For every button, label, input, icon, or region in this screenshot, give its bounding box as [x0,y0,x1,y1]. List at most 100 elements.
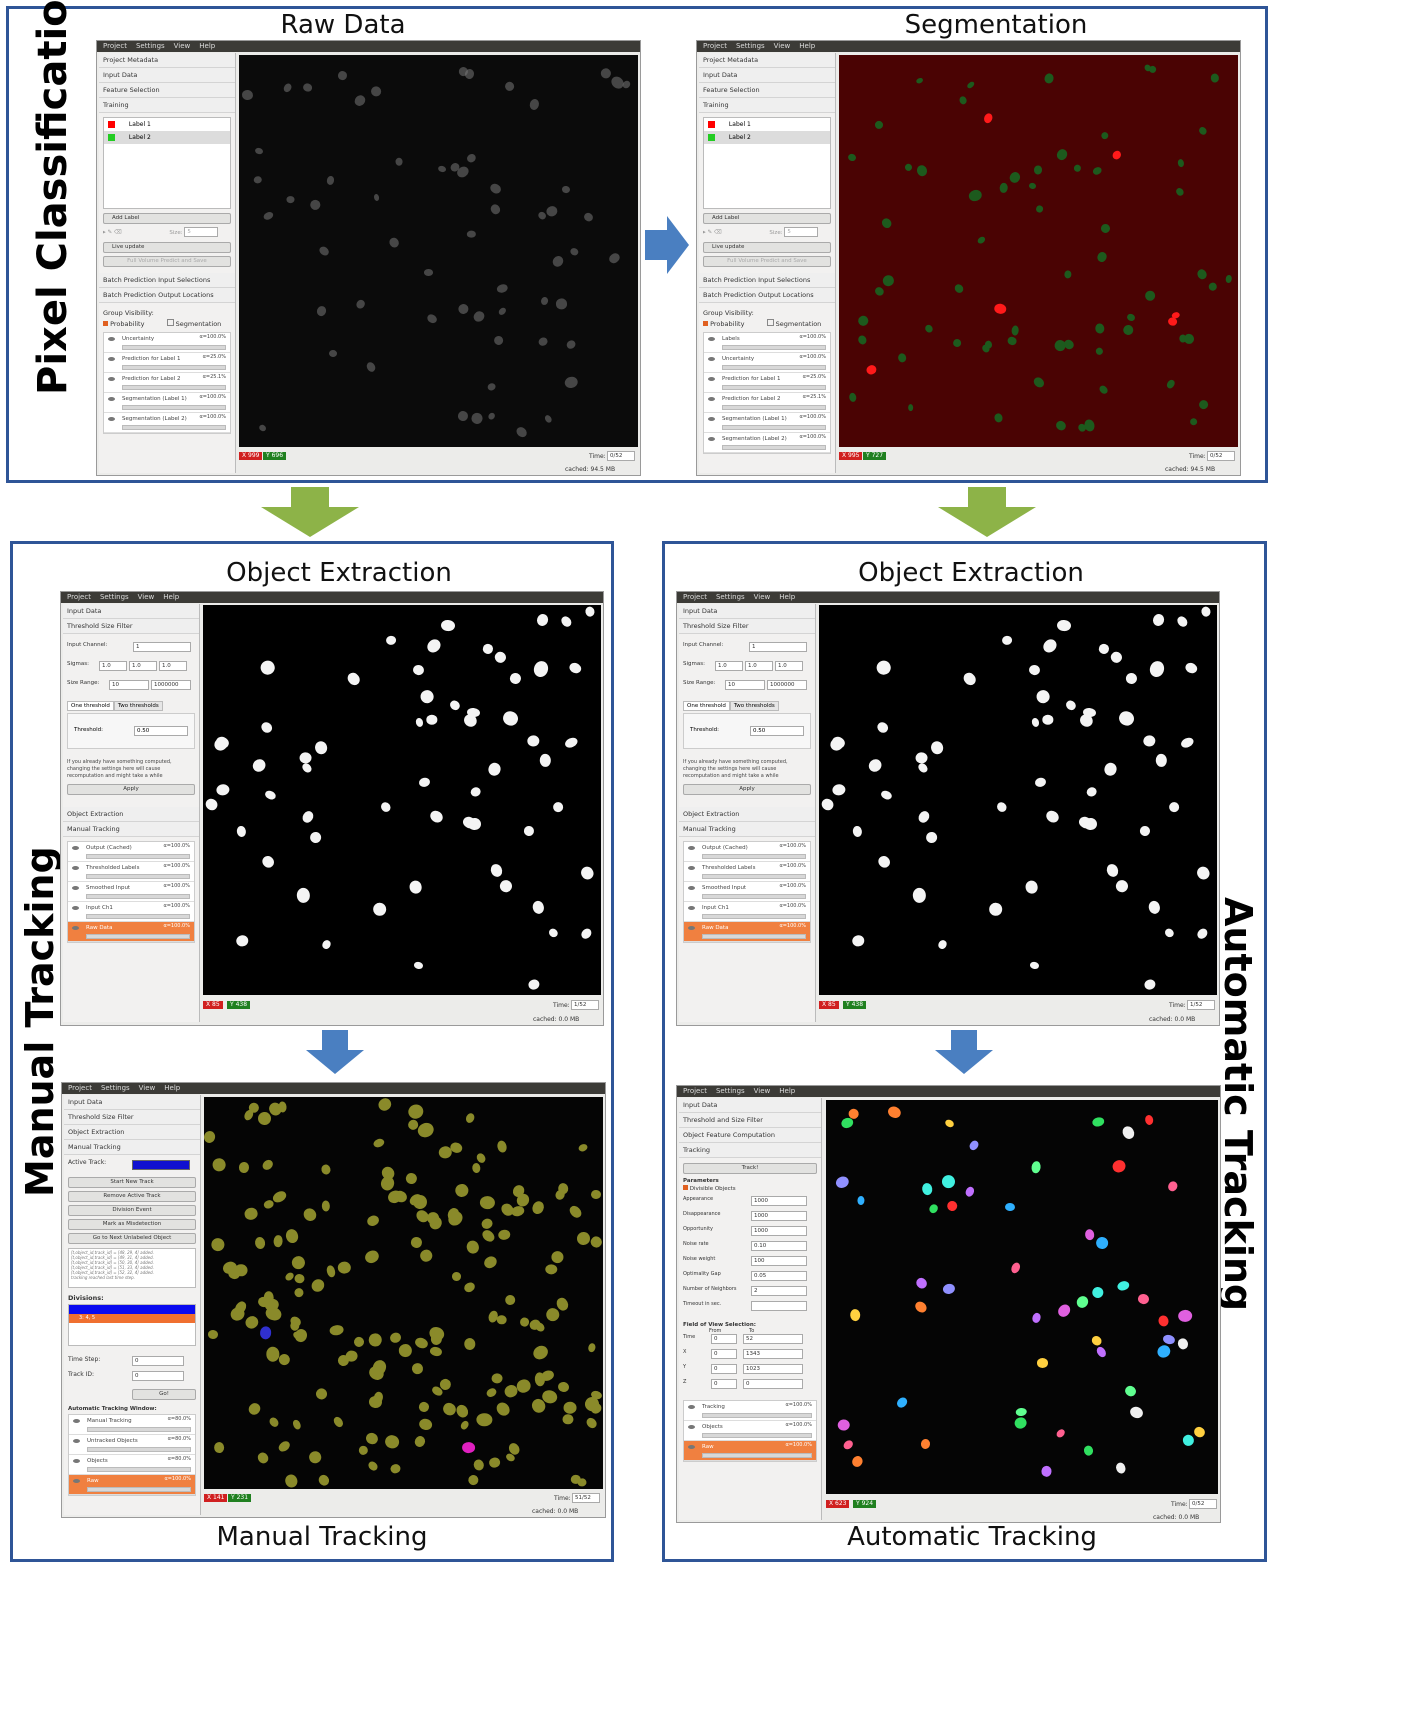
cell-object[interactable] [406,1102,426,1121]
layer-row[interactable]: Manual Tracking α=80.0% [69,1415,195,1435]
cell-object[interactable] [469,785,483,799]
eye-icon[interactable] [73,1479,80,1483]
cell-object[interactable] [559,614,573,629]
probability-checkbox[interactable] [703,321,708,326]
cell-object[interactable] [427,808,445,825]
cell-object[interactable] [479,1195,495,1210]
cell-object[interactable] [856,1195,865,1206]
applet-project-metadata[interactable]: Project Metadata [699,53,835,68]
time-field[interactable]: 0/52 [1207,451,1235,461]
sigma-z-field[interactable]: 1.0 [159,661,187,671]
cell-object[interactable] [582,210,594,223]
cell-object[interactable] [924,322,935,334]
cell-object[interactable] [1175,1336,1190,1351]
add-label-button[interactable]: Add Label [703,213,831,224]
layer-row[interactable]: Prediction for Label 2 α=25.1% [104,373,230,393]
menu-settings[interactable]: Settings [99,593,129,601]
cell-object[interactable] [576,1142,589,1153]
full-volume-button[interactable]: Full Volume Predict and Save [103,256,231,267]
sigma-z-field[interactable]: 1.0 [775,661,803,671]
parameter-field[interactable] [751,1301,807,1311]
cell-object[interactable] [1183,661,1199,676]
cell-object[interactable] [567,1203,585,1221]
cell-object[interactable] [306,1449,323,1465]
cell-object[interactable] [1171,311,1181,320]
cell-object[interactable] [993,302,1007,315]
cell-object[interactable] [841,1439,855,1452]
cell-object[interactable] [1210,73,1220,83]
cell-object[interactable] [262,209,275,221]
cell-object[interactable] [235,1263,249,1277]
cell-object[interactable] [238,1161,250,1173]
cell-object[interactable] [488,182,503,196]
cell-object[interactable] [418,687,437,706]
time-field[interactable]: 0/52 [607,451,635,461]
layer-row[interactable]: Untracked Objects α=80.0% [69,1435,195,1455]
cell-object[interactable] [961,670,979,688]
cell-object[interactable] [1188,416,1199,428]
cell-object[interactable] [561,185,571,194]
menu-help[interactable]: Help [799,42,816,50]
menu-settings[interactable]: Settings [735,42,765,50]
cell-object[interactable] [394,157,403,166]
cell-object[interactable] [267,1416,281,1429]
cell-object[interactable] [535,612,551,628]
opacity-slider[interactable] [122,365,226,370]
menu-help[interactable]: Help [199,42,216,50]
parameter-field[interactable]: 100 [751,1256,807,1266]
applet-object-extraction[interactable]: Object Extraction [64,1125,200,1140]
cell-object[interactable] [487,382,498,392]
layer-row[interactable]: Tracking α=100.0% [684,1401,816,1421]
cell-object[interactable] [429,1346,443,1357]
tab-one-threshold[interactable]: One threshold [683,701,730,711]
cell-object[interactable] [951,337,964,350]
cell-object[interactable] [1009,1261,1022,1275]
applet-batch-output[interactable]: Batch Prediction Output Locations [99,288,235,303]
cell-object[interactable] [1043,808,1061,825]
cell-object[interactable] [1195,267,1209,281]
cell-object[interactable] [1163,927,1176,939]
arrow-tool-icon[interactable]: ▸ [103,229,106,236]
menu-view[interactable]: View [753,1087,771,1095]
cell-object[interactable] [1074,1293,1091,1310]
eye-icon[interactable] [708,357,715,361]
cell-object[interactable] [1042,715,1054,725]
cell-object[interactable] [491,1373,503,1384]
layer-row[interactable]: Input Ch1 α=100.0% [684,902,810,922]
cell-object[interactable] [480,1227,497,1244]
eraser-tool-icon[interactable]: ⌫ [113,229,122,236]
cell-object[interactable] [1041,1464,1053,1477]
parameter-field[interactable]: 0.05 [751,1271,807,1281]
cell-object[interactable] [557,1182,569,1195]
cell-object[interactable] [937,938,949,951]
cell-object[interactable] [988,902,1003,917]
cell-object[interactable] [254,1235,267,1250]
cell-object[interactable] [259,659,278,678]
cell-object[interactable] [865,363,878,376]
cell-object[interactable] [1085,785,1099,799]
eye-icon[interactable] [73,1459,80,1463]
cell-object[interactable] [1041,636,1060,656]
opacity-slider[interactable] [87,1427,191,1432]
cell-object[interactable] [496,1139,508,1154]
cell-object[interactable] [301,1205,319,1224]
cell-object[interactable] [336,69,348,82]
label-color-swatch[interactable] [108,134,115,141]
cell-object[interactable] [912,888,927,904]
cell-object[interactable] [886,1104,903,1120]
cell-object[interactable] [425,636,444,656]
cell-object[interactable] [916,808,932,825]
cell-object[interactable] [1177,1309,1193,1323]
cell-object[interactable] [257,423,268,433]
cell-object[interactable] [1034,687,1053,706]
cell-object[interactable] [569,246,580,257]
opacity-slider[interactable] [702,1413,812,1418]
cell-object[interactable] [550,799,565,814]
add-label-button[interactable]: Add Label [103,213,231,224]
tab-one-threshold[interactable]: One threshold [67,701,114,711]
cell-object[interactable] [1120,1124,1136,1141]
cell-object[interactable] [1115,1279,1131,1292]
cell-object[interactable] [488,202,502,216]
cell-object[interactable] [968,188,984,203]
cell-object[interactable] [241,88,254,100]
